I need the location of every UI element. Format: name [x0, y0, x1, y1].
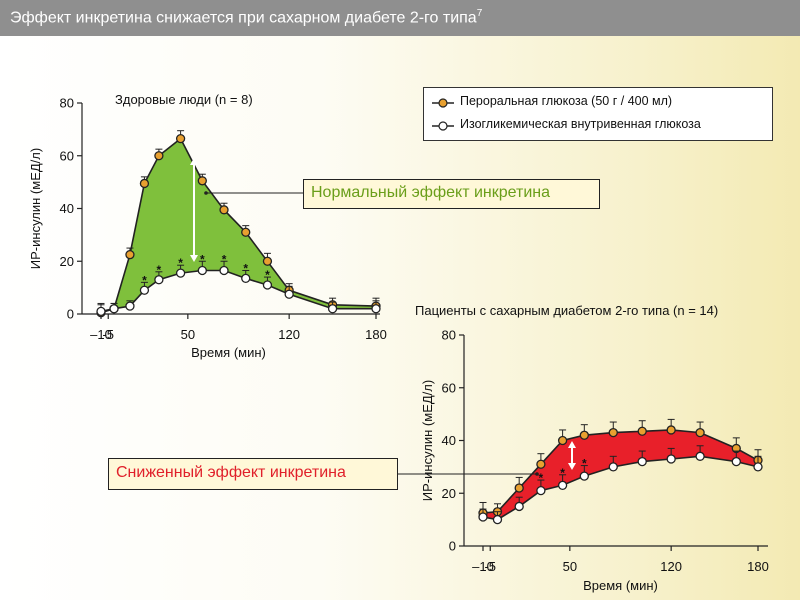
- chart2-x-axis-label: Время (мин): [583, 578, 658, 593]
- chart1-point-oral: [125, 250, 135, 260]
- chart1-point-iv: [96, 306, 106, 317]
- chart2-point-iv: [637, 456, 647, 467]
- chart2-point-oral: [557, 435, 568, 446]
- title-bar: Эффект инкретина снижается при сахарном …: [0, 0, 800, 36]
- chart1-point-iv: [109, 304, 119, 314]
- chart2-point-oral: [637, 426, 647, 436]
- chart1-x-tick-label: 120: [278, 327, 300, 342]
- chart1-significance-star: *: [222, 252, 227, 266]
- chart2-point-iv: [579, 471, 589, 481]
- chart2-point-iv: [492, 514, 503, 525]
- chart1-x-tick-label: -5: [102, 327, 114, 342]
- chart2-effect-arrow-head-up: [568, 441, 576, 448]
- chart1-significance-star: *: [200, 252, 205, 266]
- chart1-y-tick-label: 80: [60, 96, 74, 111]
- slide-title: Эффект инкретина снижается при сахарном …: [10, 8, 482, 27]
- legend: Пероральная глюкоза (50 г / 400 мл) Изог…: [423, 87, 773, 141]
- chart1-significance-star: *: [265, 268, 270, 282]
- chart1-callout-dot: [204, 191, 208, 195]
- chart1-y-tick-label: 0: [67, 307, 74, 322]
- chart1-title: Здоровые люди (n = 8): [115, 92, 253, 107]
- chart1-significance-star: *: [157, 263, 162, 277]
- chart1-point-oral: [197, 176, 207, 186]
- chart1-x-tick-label: 50: [181, 327, 195, 342]
- chart1-point-iv: [327, 304, 338, 314]
- chart2-x-tick-label: 50: [563, 559, 577, 574]
- chart1-point-iv: [197, 265, 207, 276]
- chart1-y-tick-label: 60: [60, 148, 74, 163]
- chart2-callout-dot: [535, 472, 539, 476]
- callout-reduced-incretin: Сниженный эффект инкретина: [108, 458, 398, 490]
- chart2-point-oral: [608, 427, 618, 438]
- chart1-x-tick-label: –10: [90, 327, 112, 342]
- chart2-x-tick-label: -5: [484, 559, 496, 574]
- legend-label-iv: Изогликемическая внутривенная глюкоза: [460, 117, 701, 131]
- chart1-point-iv: [262, 280, 273, 290]
- chart2-point-oral: [695, 427, 705, 438]
- chart1-point-oral: [175, 133, 186, 144]
- chart2-x-tick-label: 120: [660, 559, 682, 574]
- chart1-point-oral: [262, 256, 273, 266]
- legend-marker-oral: [432, 98, 454, 108]
- chart2-y-tick-label: 0: [449, 539, 456, 554]
- callout-normal-incretin: Нормальный эффект инкретина: [303, 179, 600, 209]
- chart2-significance-star: *: [539, 471, 544, 485]
- slide-title-text: Эффект инкретина снижается при сахарном …: [10, 9, 477, 27]
- chart1-y-tick-label: 20: [60, 254, 74, 269]
- chart2-point-iv: [608, 462, 618, 472]
- chart2-significance-star: *: [560, 466, 565, 480]
- chart1-point-iv: [284, 289, 294, 299]
- chart1-point-iv: [371, 304, 381, 314]
- chart1-effect-arrow-head-down: [190, 255, 198, 262]
- chart1-point-iv: [241, 273, 251, 284]
- legend-marker-iv: [432, 121, 454, 131]
- chart1-point-oral: [219, 205, 229, 215]
- chart2-point-iv: [695, 451, 705, 461]
- chart2-y-tick-label: 80: [442, 328, 456, 343]
- chart1-point-oral: [154, 151, 164, 161]
- chart1-significance-star: *: [142, 273, 147, 287]
- title-footnote-ref: 7: [476, 8, 483, 19]
- chart1-point-oral: [241, 227, 251, 237]
- chart2-series-line-oral: [482, 429, 759, 514]
- chart1-point-iv: [125, 301, 135, 311]
- chart2-point-iv: [666, 454, 676, 464]
- chart1-point-iv: [154, 275, 164, 285]
- chart1-point-iv: [175, 268, 186, 278]
- chart2-point-iv: [536, 485, 546, 496]
- chart2-point-oral: [666, 425, 676, 435]
- chart2-point-oral: [536, 459, 546, 469]
- chart1-point-oral: [139, 178, 150, 189]
- chart2-point-iv: [514, 501, 524, 512]
- chart1-point-iv: [219, 265, 229, 276]
- chart2-point-iv: [753, 462, 763, 472]
- chart1-x-tick-label: 180: [365, 327, 387, 342]
- chart2-fill-area: [483, 429, 758, 520]
- chart2-point-oral: [579, 430, 589, 440]
- chart2-y-axis-label: ИР-инсулин (мЕД/л): [420, 380, 435, 501]
- chart2-y-tick-label: 20: [442, 486, 456, 501]
- chart2-x-tick-label: –10: [472, 559, 494, 574]
- chart1-point-iv: [139, 285, 150, 295]
- chart1-significance-star: *: [178, 256, 183, 270]
- chart2-point-iv: [557, 480, 568, 490]
- chart2-effect-arrow-head-down: [568, 463, 576, 470]
- chart1-x-axis-label: Время (мин): [191, 345, 266, 360]
- chart2-point-oral: [514, 483, 524, 493]
- chart2-y-tick-label: 60: [442, 380, 456, 395]
- chart2-y-tick-label: 40: [442, 433, 456, 448]
- legend-label-oral: Пероральная глюкоза (50 г / 400 мл): [460, 94, 673, 108]
- chart1-effect-arrow-head-up: [190, 158, 198, 165]
- chart1-y-tick-label: 40: [60, 201, 74, 216]
- chart2-point-iv: [478, 512, 488, 522]
- chart2-x-tick-label: 180: [747, 559, 769, 574]
- chart1-significance-star: *: [243, 261, 248, 275]
- chart2-point-iv: [731, 456, 741, 467]
- chart1-y-axis-label: ИР-инсулин (мЕД/л): [28, 148, 43, 269]
- chart2-title: Пациенты с сахарным диабетом 2-го типа (…: [415, 303, 718, 318]
- chart2-significance-star: *: [582, 457, 587, 471]
